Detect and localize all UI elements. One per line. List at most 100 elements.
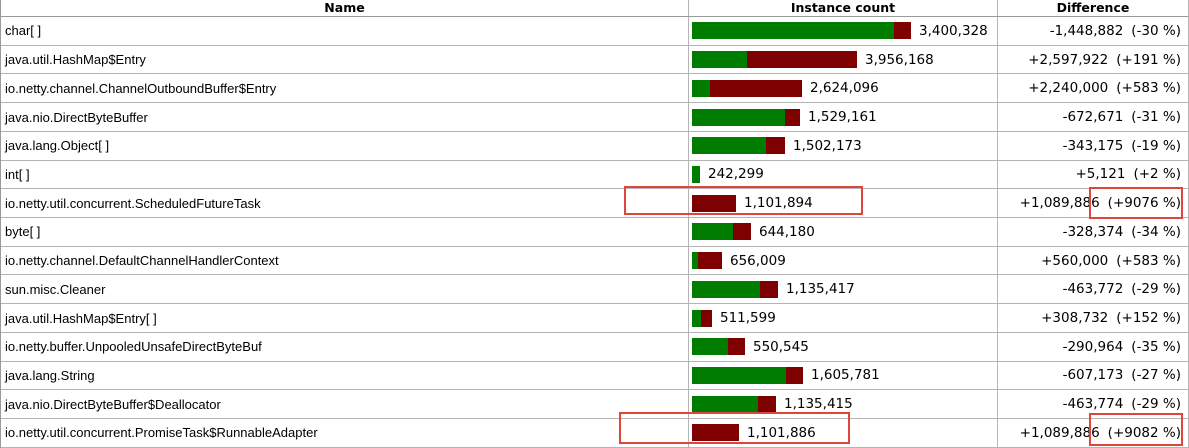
difference-cell: -343,175 (-19 %) [998,132,1188,160]
table-row[interactable]: java.util.HashMap$Entry[ ] 511,599 +308,73… [1,304,1188,333]
bar-diff-segment [692,424,739,442]
difference-cell: +1,089,886 (+9076 %) [998,189,1188,217]
instance-count-value: 1,101,886 [747,424,816,441]
table-row[interactable]: java.nio.DirectByteBuffer$Deallocator 1,1… [1,390,1188,420]
bar-baseline-segment [692,223,733,241]
table-row[interactable]: byte[ ] 644,180 -328,374 (-34 %) [1,218,1188,247]
column-header-name[interactable]: Name [1,0,689,16]
class-name-cell: java.util.HashMap$Entry[ ] [1,304,689,332]
instance-count-cell: 1,502,173 [689,131,998,160]
table-row[interactable]: io.netty.util.concurrent.ScheduledFuture… [1,189,1188,219]
instance-count-cell: 550,545 [689,332,998,361]
column-header-difference[interactable]: Difference [1056,0,1130,15]
difference-percent: (-31 %) [1131,109,1181,126]
difference-percent: (-29 %) [1131,281,1181,298]
instance-count-cell: 656,009 [689,246,998,275]
difference-value: -672,671 [1062,109,1124,126]
difference-cell: -607,173 (-27 %) [998,362,1188,390]
instance-count-value: 511,599 [720,310,776,327]
instance-count-value: 1,135,415 [784,396,853,413]
instance-count-cell: 644,180 [689,218,998,246]
column-header-instance-count[interactable]: Instance count [689,0,998,16]
instance-count-bar [692,223,751,241]
class-name-cell: io.netty.channel.ChannelOutboundBuffer$E… [1,74,689,103]
table-row[interactable]: io.netty.util.concurrent.PromiseTask$Run… [1,419,1188,448]
table-row[interactable]: io.netty.buffer.UnpooledUnsafeDirectByte… [1,332,1188,362]
bar-diff-segment [766,137,785,155]
class-name-cell: byte[ ] [1,218,689,246]
difference-cell: +1,089,886 (+9082 %) [998,419,1188,447]
bar-diff-segment [733,223,751,241]
difference-percent: (+191 %) [1116,51,1181,68]
instance-count-bar [692,79,802,97]
table-row[interactable]: java.nio.DirectByteBuffer 1,529,161 -672,6… [1,103,1188,132]
class-name-cell: io.netty.util.concurrent.ScheduledFuture… [1,189,689,218]
difference-cell: +308,732 (+152 %) [998,304,1188,332]
bar-baseline-segment [692,108,785,126]
bar-diff-segment [785,108,800,126]
difference-value: +5,121 [1075,166,1126,183]
difference-percent: (-27 %) [1131,367,1181,384]
table-row[interactable]: sun.misc.Cleaner 1,135,417 -463,772 (-29 %) [1,275,1188,305]
bar-baseline-segment [692,51,747,69]
instance-count-bar [692,309,712,327]
table-row[interactable]: char[ ] 3,400,328 -1,448,882 (-30 %) [1,17,1188,46]
difference-value: -463,774 [1062,396,1124,413]
difference-cell: -672,671 (-31 %) [998,103,1188,131]
table-row[interactable]: java.lang.Object[ ] 1,502,173 -343,175 (-19… [1,131,1188,161]
instance-count-value: 550,545 [753,338,809,355]
class-name-cell: io.netty.util.concurrent.PromiseTask$Run… [1,419,689,447]
bar-diff-segment [710,79,802,97]
difference-cell: +5,121 (+2 %) [998,161,1188,189]
instance-count-value: 1,605,781 [811,367,880,384]
instance-count-value: 2,624,096 [810,80,879,97]
class-name-cell: java.nio.DirectByteBuffer$Deallocator [1,390,689,419]
instance-count-bar [692,366,803,384]
instance-count-bar [692,280,778,298]
bar-diff-segment [692,194,736,212]
bar-diff-segment [701,309,712,327]
table-header-row: Name Instance count Difference [1,0,1188,17]
instance-count-value: 1,529,161 [808,109,877,126]
instance-count-value: 3,956,168 [865,51,934,68]
instance-count-cell: 2,624,096 [689,74,998,103]
difference-value: -328,374 [1062,223,1124,240]
instance-count-cell: 3,400,328 [689,17,998,45]
difference-percent: (+2 %) [1133,166,1181,183]
class-name-cell: io.netty.channel.DefaultChannelHandlerCo… [1,246,689,275]
bar-baseline-segment [692,395,758,413]
table-row[interactable]: java.lang.String 1,605,781 -607,173 (-27 %) [1,361,1188,391]
table-row[interactable]: io.netty.channel.DefaultChannelHandlerCo… [1,246,1188,276]
difference-value: +2,597,922 [1028,51,1109,68]
difference-cell: +560,000 (+583 %) [998,247,1188,275]
instance-count-bar [692,22,911,40]
instance-count-cell: 1,101,894 [689,189,998,218]
difference-percent: (+9076 %) [1107,195,1181,212]
bar-baseline-segment [692,338,728,356]
instance-count-cell: 3,956,168 [689,45,998,74]
bar-diff-segment [747,51,857,69]
bar-diff-segment [758,395,776,413]
difference-percent: (-29 %) [1131,396,1181,413]
bar-diff-segment [728,338,745,356]
instance-count-cell: 1,135,415 [689,390,998,419]
table-row[interactable]: int[ ] 242,299 +5,121 (+2 %) [1,160,1188,190]
difference-cell: -463,774 (-29 %) [998,390,1188,418]
instance-count-value: 1,101,894 [744,195,813,212]
bar-diff-segment [894,22,911,40]
table-row[interactable]: java.util.HashMap$Entry 3,956,168 +2,597,9… [1,45,1188,75]
bar-diff-segment [760,280,778,298]
difference-value: +1,089,886 [1019,195,1100,212]
difference-percent: (+583 %) [1116,252,1181,269]
instance-count-bar [692,424,739,442]
difference-value: -463,772 [1062,281,1124,298]
table-row[interactable]: io.netty.channel.ChannelOutboundBuffer$E… [1,74,1188,104]
bar-baseline-segment [692,79,710,97]
instance-count-bar [692,165,700,183]
difference-percent: (-30 %) [1131,22,1181,39]
class-name-cell: int[ ] [1,160,689,189]
instance-count-value: 1,135,417 [786,281,855,298]
instance-count-value: 3,400,328 [919,22,988,39]
instance-count-bar [692,51,857,69]
